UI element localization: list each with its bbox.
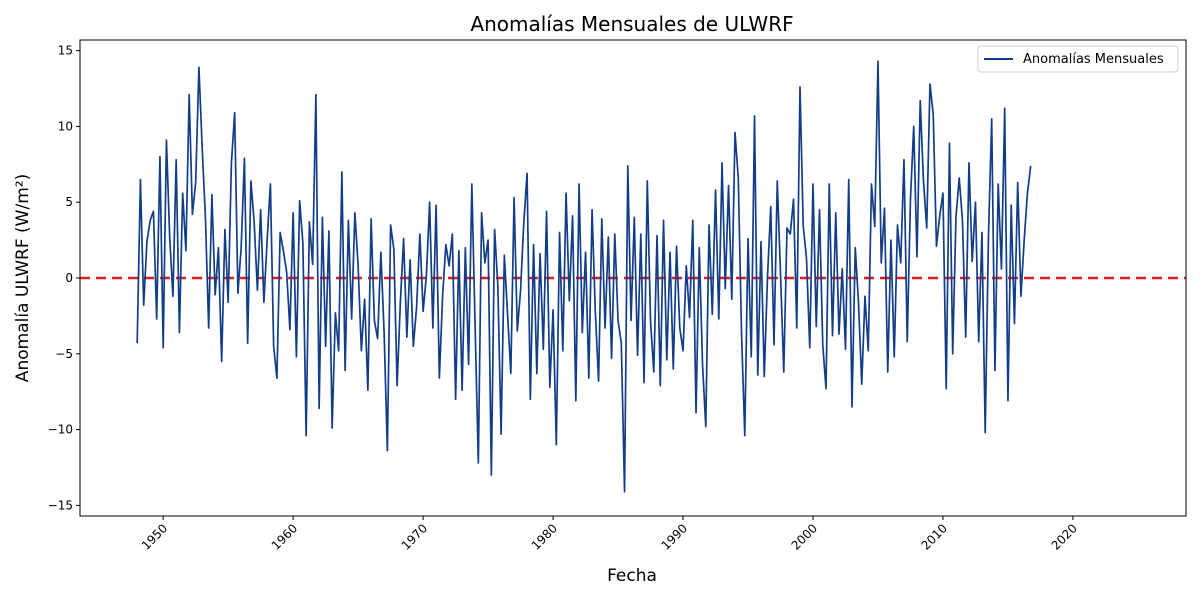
plot-area xyxy=(80,60,1186,493)
x-axis-label: Fecha xyxy=(607,566,657,586)
legend-box xyxy=(977,45,1179,73)
legend: Anomalías Mensuales xyxy=(977,45,1179,73)
y-tick-label: −10 xyxy=(48,423,73,437)
y-tick-label: −15 xyxy=(48,498,73,512)
y-tick-label: 0 xyxy=(65,271,73,285)
chart-title: Anomalías Mensuales de ULWRF xyxy=(470,12,793,36)
y-tick-label: 10 xyxy=(58,119,73,133)
y-axis-label: Anomalía ULWRF (W/m²) xyxy=(13,174,33,382)
legend-label: Anomalías Mensuales xyxy=(1023,52,1164,67)
y-axis-ticks: −15 −10 −5 0 5 10 15 xyxy=(48,44,80,512)
y-tick-label: −5 xyxy=(55,347,73,361)
series-line-anomalias-mensuales xyxy=(136,60,1032,493)
y-tick-label: 15 xyxy=(58,44,73,58)
y-tick-label: 5 xyxy=(65,195,73,209)
plot-frame xyxy=(79,39,1187,517)
